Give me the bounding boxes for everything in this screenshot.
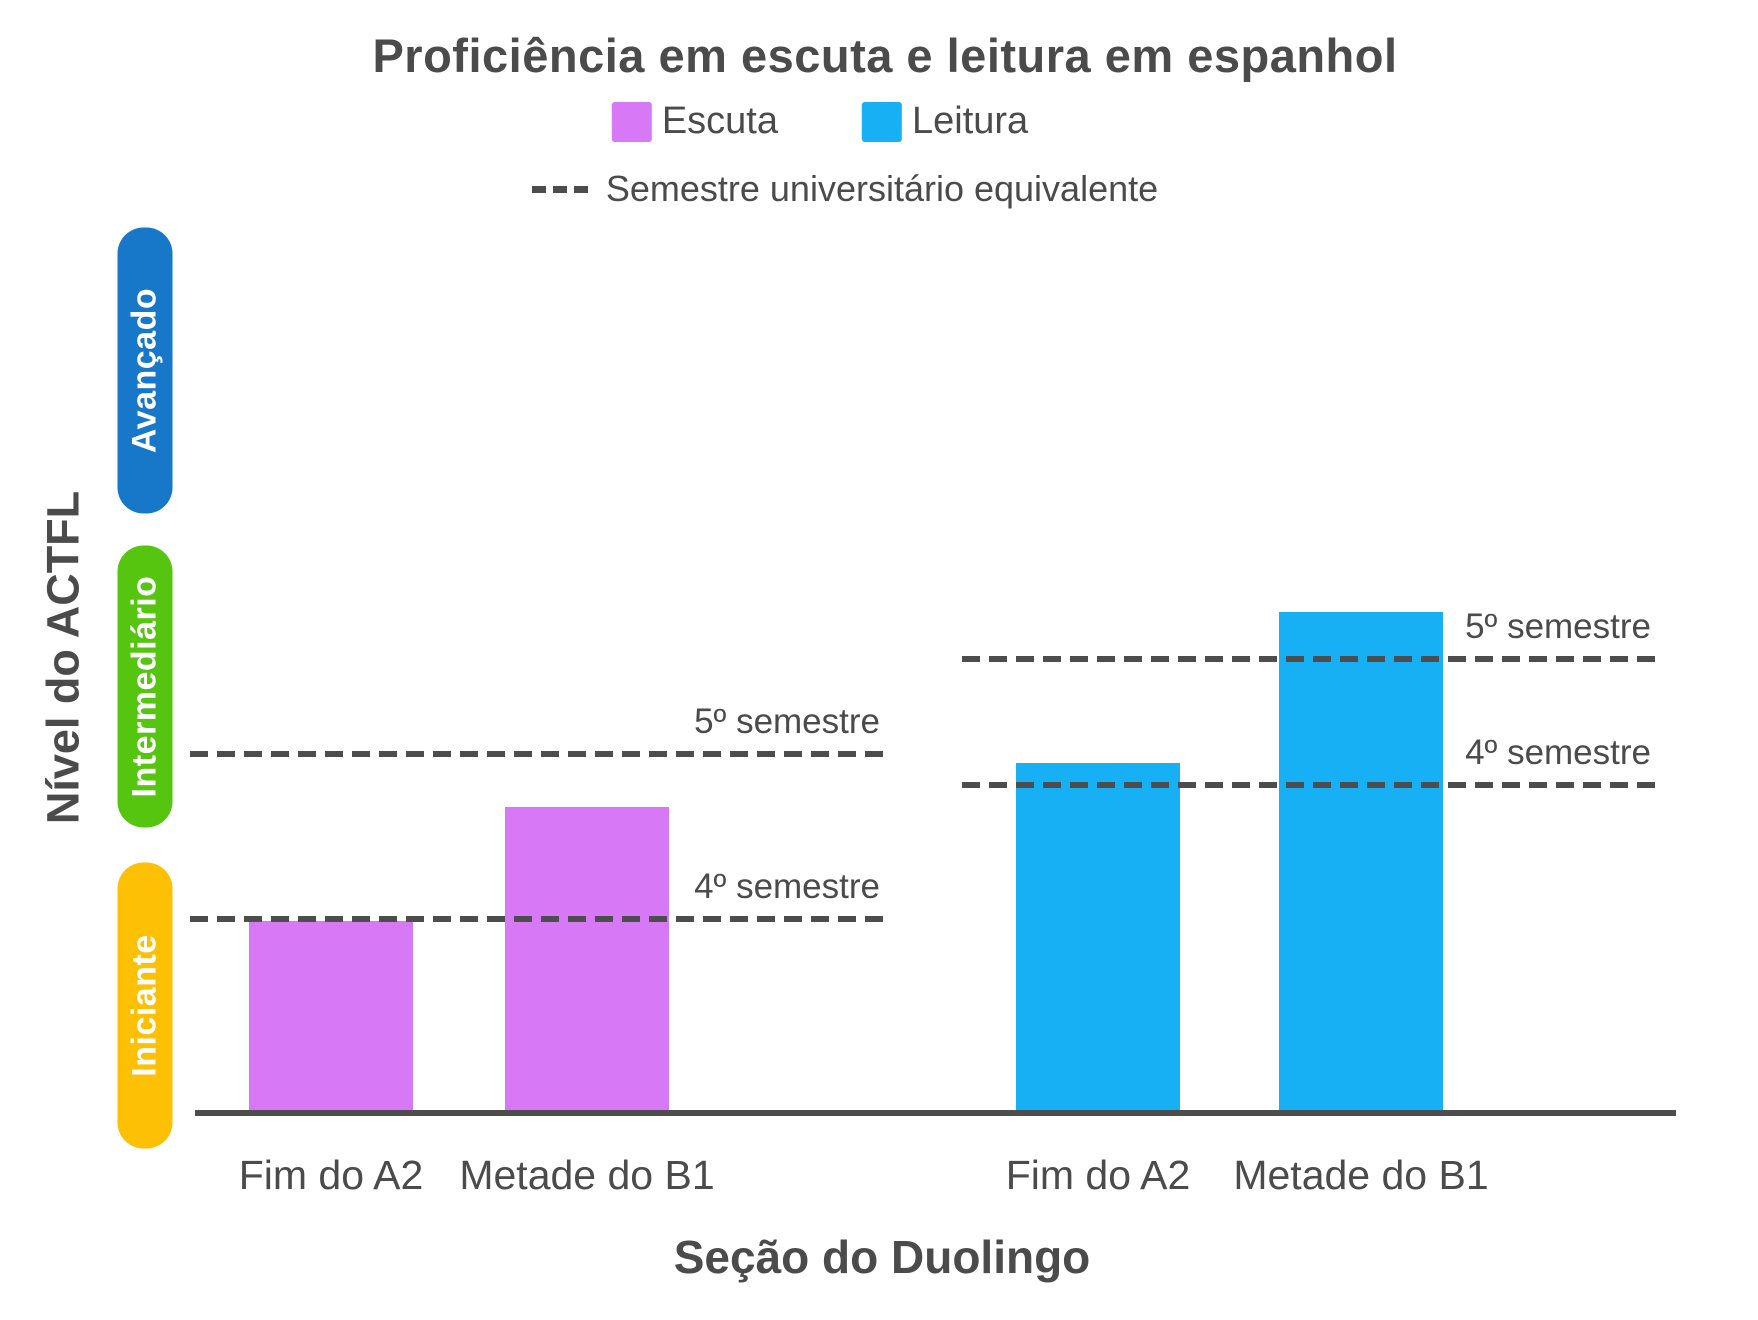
y-axis-title: Nível do ACTFL xyxy=(37,490,89,825)
semester-line-leitura-5 xyxy=(962,656,1656,662)
chart-title: Proficiência em escuta e leitura em espa… xyxy=(372,29,1398,82)
reference-line-legend: Semestre universitário equivalente xyxy=(531,168,1159,210)
x-axis-line xyxy=(195,1110,1676,1116)
plot-area: 5º semestre 4º semestre 5º semestre 4º s… xyxy=(190,227,1676,1116)
semester-line-label-leitura-5: 5º semestre xyxy=(1465,607,1651,646)
semester-line-leitura-4 xyxy=(962,782,1656,788)
semester-line-escuta-5 xyxy=(190,751,887,757)
bar-leitura-fim-do-a2 xyxy=(1016,763,1180,1113)
x-tick-leitura-metade-do-b1: Metade do B1 xyxy=(1233,1152,1489,1198)
y-band-pill-iniciante: Iniciante xyxy=(117,862,173,1149)
y-band-pill-intermediario: Intermediário xyxy=(117,545,173,828)
reference-line-legend-label: Semestre universitário equivalente xyxy=(605,168,1159,209)
escuta-swatch-icon xyxy=(611,101,652,142)
bar-escuta-metade-do-b1 xyxy=(505,807,669,1113)
bar-leitura-metade-do-b1 xyxy=(1279,612,1443,1113)
semester-line-escuta-4 xyxy=(190,916,887,922)
semester-line-label-leitura-4: 4º semestre xyxy=(1465,733,1651,772)
dashed-line-icon xyxy=(531,185,590,193)
semester-line-label-escuta-4: 4º semestre xyxy=(694,867,880,906)
legend-item-leitura: Leitura xyxy=(861,100,1029,143)
legend-item-escuta: Escuta xyxy=(611,100,778,143)
x-tick-escuta-metade-do-b1: Metade do B1 xyxy=(459,1152,715,1198)
x-tick-leitura-fim-do-a2: Fim do A2 xyxy=(1005,1152,1191,1198)
x-axis-title: Seção do Duolingo xyxy=(673,1231,1091,1283)
bar-escuta-fim-do-a2 xyxy=(249,921,413,1113)
legend-label-leitura: Leitura xyxy=(911,100,1029,142)
leitura-swatch-icon xyxy=(861,101,902,142)
x-tick-escuta-fim-do-a2: Fim do A2 xyxy=(238,1152,424,1198)
y-band-pill-avancado: Avançado xyxy=(117,227,173,514)
semester-line-label-escuta-5: 5º semestre xyxy=(694,702,880,741)
series-legend: Escuta Leitura xyxy=(611,100,1029,143)
legend-label-escuta: Escuta xyxy=(661,100,778,142)
